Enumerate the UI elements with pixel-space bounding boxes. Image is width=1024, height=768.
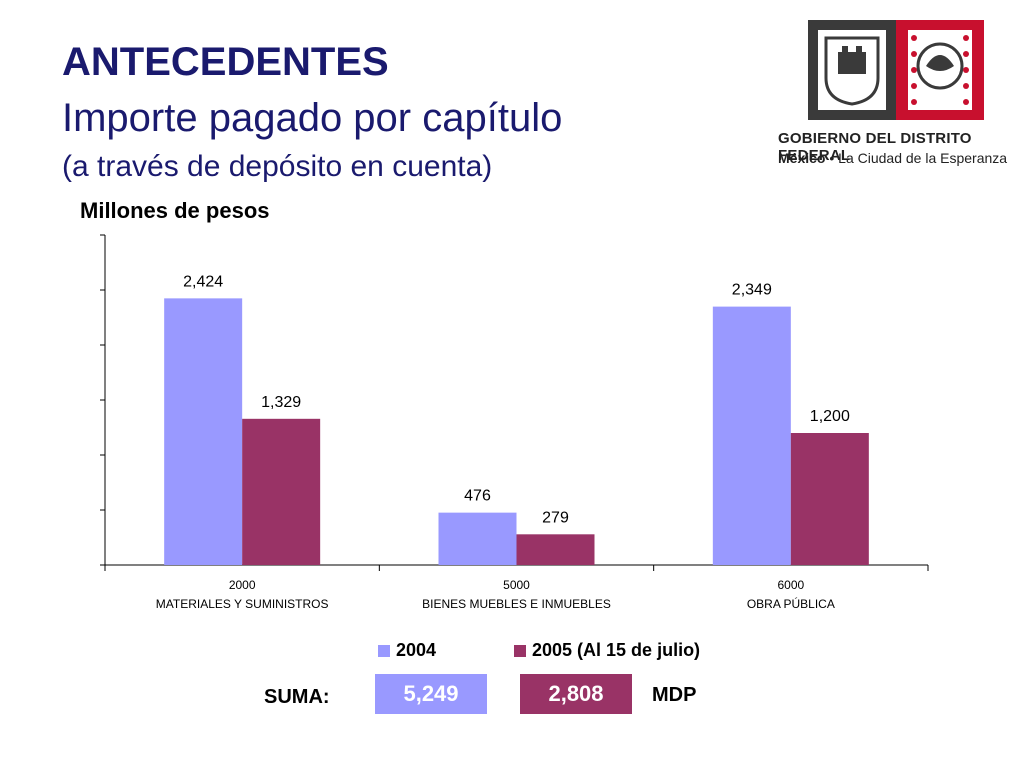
data-label: 2,424: [183, 273, 223, 290]
legend-item-2004: 2004: [378, 640, 436, 661]
data-label: 1,329: [261, 394, 301, 411]
slide-title: ANTECEDENTES: [62, 40, 389, 84]
bar: [242, 418, 321, 565]
gov-motto-text: La Ciudad de la Esperanza: [838, 150, 1008, 166]
gov-motto: México • La Ciudad de la Esperanza: [778, 150, 1007, 166]
x-tick-label-code: 5000: [503, 578, 530, 592]
summary-total-2004: 5,249: [375, 674, 487, 714]
bar-chart: 2,424 1,329 2000 MATERIALES Y SUMINISTROS 47…: [100, 234, 929, 611]
legend-swatch-2005: [514, 644, 526, 657]
legend-item-2005: 2005 (Al 15 de julio): [514, 640, 700, 661]
gov-motto-separator: •: [825, 150, 839, 166]
x-tick-label-code: 2000: [229, 578, 256, 592]
x-tick-label-code: 6000: [777, 578, 804, 592]
bar: [790, 433, 869, 565]
legend-label-2005: 2005 (Al 15 de julio): [532, 640, 701, 660]
data-label: 1,200: [810, 408, 850, 425]
x-tick-label-name: BIENES MUEBLES E INMUEBLES: [422, 597, 611, 611]
data-label: 2,349: [732, 282, 772, 299]
slide-subtitle: Importe pagado por capítulo: [62, 96, 563, 140]
summary-total-2005: 2,808: [520, 674, 632, 714]
gov-motto-city: México: [778, 150, 826, 166]
slide-subtitle-detail: (a través de depósito en cuenta): [62, 150, 493, 183]
bar: [438, 512, 517, 565]
bar: [516, 534, 595, 565]
legend-swatch-2004: [378, 644, 390, 657]
x-tick-label-name: OBRA PÚBLICA: [747, 596, 835, 611]
data-label: 476: [464, 488, 491, 505]
bar: [164, 298, 243, 565]
x-tick-label-name: MATERIALES Y SUMINISTROS: [156, 597, 329, 611]
data-label: 279: [542, 509, 569, 526]
legend-label-2004: 2004: [396, 640, 437, 660]
y-axis-units-label: Millones de pesos: [80, 198, 270, 223]
gov-name: GOBIERNO DEL DISTRITO FEDERAL: [778, 130, 972, 164]
bar: [712, 306, 791, 565]
gdf-coat-of-arms-logo: [808, 20, 984, 125]
summary-label: SUMA:: [264, 686, 330, 708]
summary-unit: MDP: [652, 684, 697, 706]
